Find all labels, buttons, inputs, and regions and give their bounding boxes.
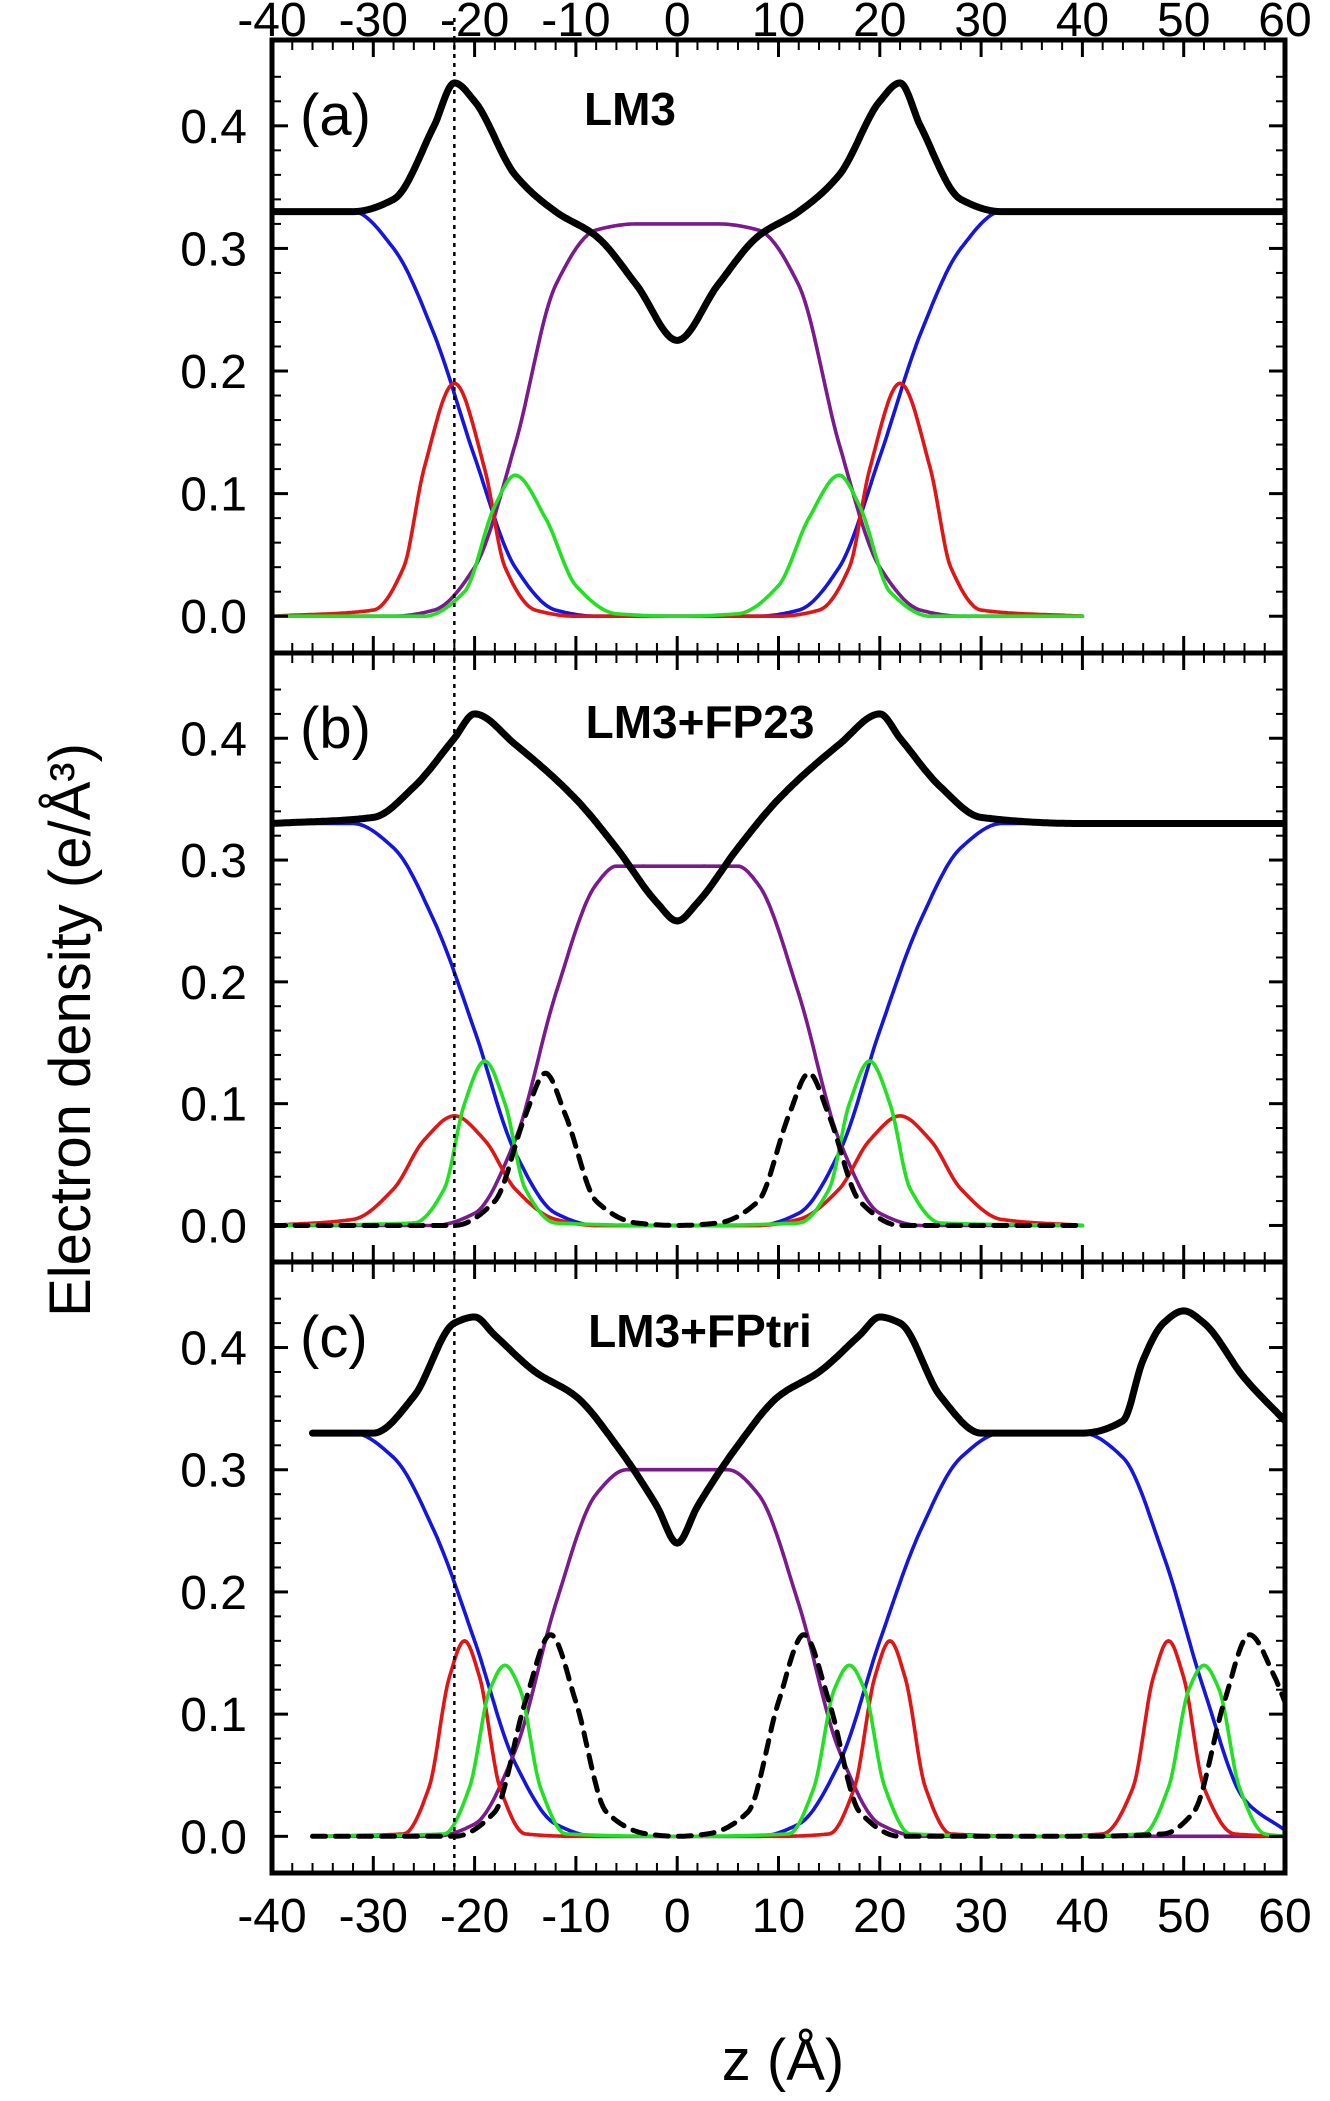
x-tick-label-bottom: 40 [1056, 1890, 1109, 1943]
plot-layer: (a) LM3 0.0 0.1 0.2 0.3 0.4 (b) LM3+FP23 0.0 0.1 0.… [180, 40, 1287, 1873]
panel-2: (b) LM3+FP23 0.0 0.1 0.2 0.3 0.4 [180, 653, 1287, 1262]
series-line-total [272, 79, 1285, 344]
series-line-red [310, 1639, 1285, 1839]
x-tick-label-top: 50 [1157, 0, 1210, 47]
x-tick-label-top: -20 [440, 0, 509, 47]
panel-name: LM3+FP23 [586, 696, 815, 748]
x-tick-label-top: 0 [664, 0, 691, 47]
x-tick-label-top: 40 [1056, 0, 1109, 47]
y-tick-label: 0.3 [180, 223, 247, 276]
x-tick-label-top: 30 [954, 0, 1007, 47]
x-tick-label-top: 10 [752, 0, 805, 47]
x-tick-label-top: -10 [541, 0, 610, 47]
series-line-green [272, 1059, 1085, 1228]
y-axis-title: Electron density (e/Å³) [38, 743, 103, 1317]
x-tick-label-top: -30 [339, 0, 408, 47]
y-tick-label: 0.4 [180, 101, 247, 154]
x-tick-label-top: 20 [853, 0, 906, 47]
series-line-red [272, 381, 1085, 618]
y-tick-label: 0.0 [180, 591, 247, 644]
series-line-blue [272, 209, 1085, 618]
series-line-dashed [310, 1632, 1285, 1839]
x-tick-label-bottom: 0 [664, 1890, 691, 1943]
y-tick-label: 0.4 [180, 713, 247, 766]
series-line-blue [310, 1431, 1285, 1839]
panel-name: LM3 [584, 83, 676, 135]
series-line-purple [272, 222, 1085, 618]
x-tick-label-bottom: -30 [339, 1890, 408, 1943]
y-tick-label: 0.3 [180, 835, 247, 888]
x-tick-label-bottom: -10 [541, 1890, 610, 1943]
series-line-total [272, 710, 1285, 925]
series-line-dashed [272, 1070, 1085, 1228]
y-tick-label: 0.4 [180, 1323, 247, 1376]
y-tick-label: 0.2 [180, 1567, 247, 1620]
panel-frame [269, 1259, 1288, 1876]
series-line-green [272, 473, 1085, 618]
y-tick-label: 0.3 [180, 1445, 247, 1498]
x-tick-label-top: 60 [1258, 0, 1311, 47]
y-tick-label: 0.1 [180, 469, 247, 522]
y-tick-label: 0.1 [180, 1689, 247, 1742]
panel-1: (a) LM3 0.0 0.1 0.2 0.3 0.4 [180, 40, 1287, 653]
x-tick-label-bottom: 50 [1157, 1890, 1210, 1943]
x-tick-label-bottom: -20 [440, 1890, 509, 1943]
y-tick-label: 0.0 [180, 1811, 247, 1864]
panel-3: (c) LM3+FPtri 0.0 0.1 0.2 0.3 0.4 [180, 1262, 1287, 1873]
x-tick-label-bottom: 20 [853, 1890, 906, 1943]
y-tick-label: 0.0 [180, 1200, 247, 1253]
panel-letter: (c) [300, 1305, 368, 1370]
x-tick-label-bottom: 30 [954, 1890, 1007, 1943]
series-line-red [272, 1114, 1085, 1228]
x-tick-label-bottom: 60 [1258, 1890, 1311, 1943]
series-line-blue [272, 821, 1085, 1228]
x-tick-label-top: -40 [237, 0, 306, 47]
panel-name: LM3+FPtri [588, 1305, 812, 1357]
x-tick-label-bottom: -40 [237, 1890, 306, 1943]
panel-curves [309, 1307, 1285, 1839]
y-tick-label: 0.2 [180, 346, 247, 399]
panel-letter: (a) [300, 83, 371, 148]
x-tick-label-bottom: 10 [752, 1890, 805, 1943]
x-axis-title: z (Å) [722, 2028, 844, 2093]
y-tick-label: 0.1 [180, 1079, 247, 1132]
frame-layer: -40 -40 -30 -30 -20 -20 -10 -10 0 0 10 10 20 20 30 30 40… [237, 0, 1311, 1943]
panel-frame [269, 37, 1288, 656]
panel-letter: (b) [300, 696, 371, 761]
panel-curves [272, 710, 1285, 1228]
y-tick-label: 0.2 [180, 957, 247, 1010]
panel-curves [272, 79, 1285, 618]
series-line-total [309, 1307, 1285, 1547]
